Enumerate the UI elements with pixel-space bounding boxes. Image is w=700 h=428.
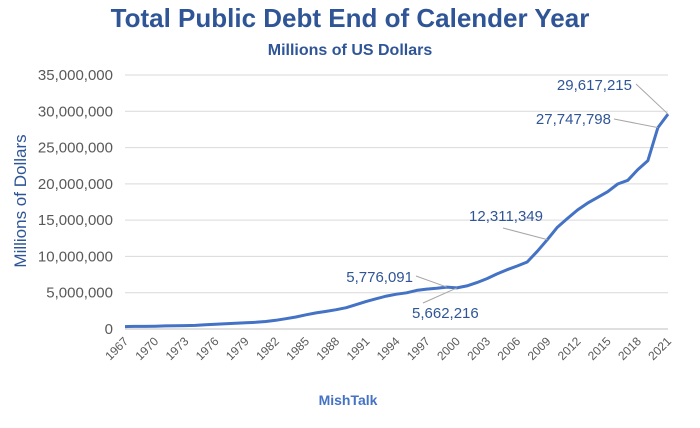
x-tick-label: 1991 [344,334,373,363]
x-tick-label: 2000 [434,334,463,363]
x-tick-label: 2006 [495,334,524,363]
x-tick-label: 2018 [615,334,644,363]
annotation-label: 12,311,349 [469,208,543,225]
annotation-leader [502,227,548,241]
annotation-leader [422,287,458,304]
y-tick-label: 30,000,000 [38,103,113,120]
x-axis-label: MishTalk [319,392,378,408]
x-tick-label: 1994 [374,334,403,363]
x-tick-label: 1973 [163,334,192,363]
y-tick-label: 0 [105,321,113,338]
y-axis-label: Millions of Dollars [11,134,30,267]
x-tick-label: 1985 [283,334,312,363]
x-tick-label: 2015 [585,334,614,363]
annotation-label: 5,776,091 [346,269,413,286]
y-tick-label: 20,000,000 [38,176,113,193]
chart-title: Total Public Debt End of Calender Year [111,3,590,33]
x-tick-label: 2003 [464,334,493,363]
x-tick-label: 1997 [404,334,433,363]
annotation-label: 29,617,215 [557,77,632,94]
x-tick-label: 1970 [133,334,162,363]
y-tick-label: 25,000,000 [38,140,113,157]
y-tick-label: 15,000,000 [38,212,113,229]
x-tick-label: 2021 [645,334,674,363]
y-axis-ticks: 0 5,000,000 10,000,000 15,000,000 20,000,000… [38,67,113,338]
x-tick-label: 1979 [223,334,252,363]
gridlines [125,74,668,294]
annotation-leader [415,275,447,288]
x-axis-ticks: 1967 1970 1973 1976 1979 1982 1985 1988 1991 1994… [102,334,674,363]
x-tick-label: 1982 [253,334,282,363]
annotation-label: 5,662,216 [412,305,479,322]
x-tick-label: 1967 [102,334,131,363]
annotations: 29,617,215 27,747,798 12,311,349 5,776,091 5… [346,77,669,322]
y-tick-label: 10,000,000 [38,248,113,265]
annotation-label: 27,747,798 [536,111,611,128]
annotation-leader [635,83,669,115]
series-line-total-debt [124,113,670,329]
y-tick-label: 5,000,000 [46,285,113,302]
x-tick-label: 1976 [193,334,222,363]
chart-subtitle: Millions of US Dollars [268,42,433,59]
x-tick-label: 2009 [525,334,554,363]
y-tick-label: 35,000,000 [38,67,113,84]
x-tick-label: 2012 [555,334,584,363]
annotation-leader [613,118,659,129]
x-tick-label: 1988 [314,334,343,363]
